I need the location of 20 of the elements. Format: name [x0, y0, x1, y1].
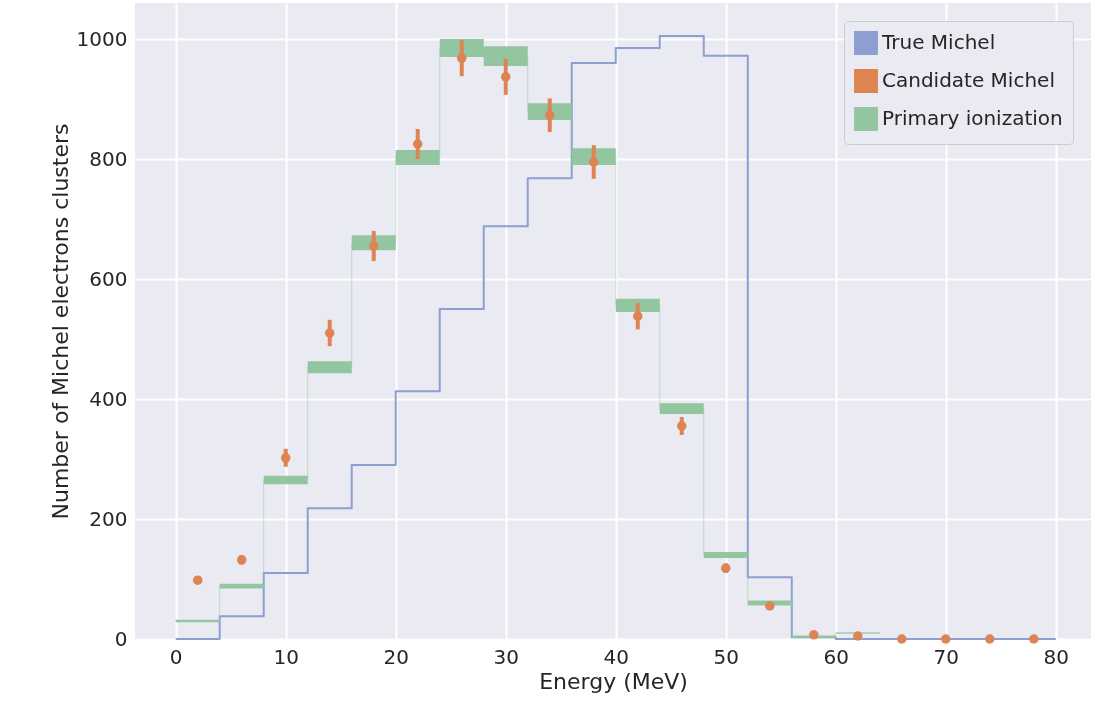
y-tick-label: 800 — [89, 146, 128, 171]
y-tick-label: 600 — [89, 266, 128, 291]
x-tick-label: 50 — [713, 644, 739, 669]
x-tick-label: 80 — [1043, 644, 1070, 669]
legend-label: True Michel — [881, 30, 996, 54]
y-tick-label: 0 — [114, 626, 128, 651]
x-tick-label: 10 — [273, 644, 299, 669]
x-axis-title: Energy (MeV) — [539, 668, 688, 694]
legend-label: Primary ionization — [882, 106, 1063, 130]
x-tick-label: 0 — [169, 644, 183, 669]
x-tick-label: 20 — [383, 644, 409, 669]
y-tick-label: 1000 — [76, 26, 128, 51]
y-tick-label: 400 — [89, 386, 128, 411]
y-tick-label: 200 — [89, 506, 128, 531]
x-tick-label: 60 — [823, 644, 849, 669]
y-axis-title: Number of Michel electrons clusters — [47, 123, 73, 520]
x-tick-label: 40 — [603, 644, 629, 669]
x-tick-label: 30 — [493, 644, 519, 669]
x-tick-label: 70 — [933, 644, 960, 669]
legend-label: Candidate Michel — [882, 68, 1055, 92]
